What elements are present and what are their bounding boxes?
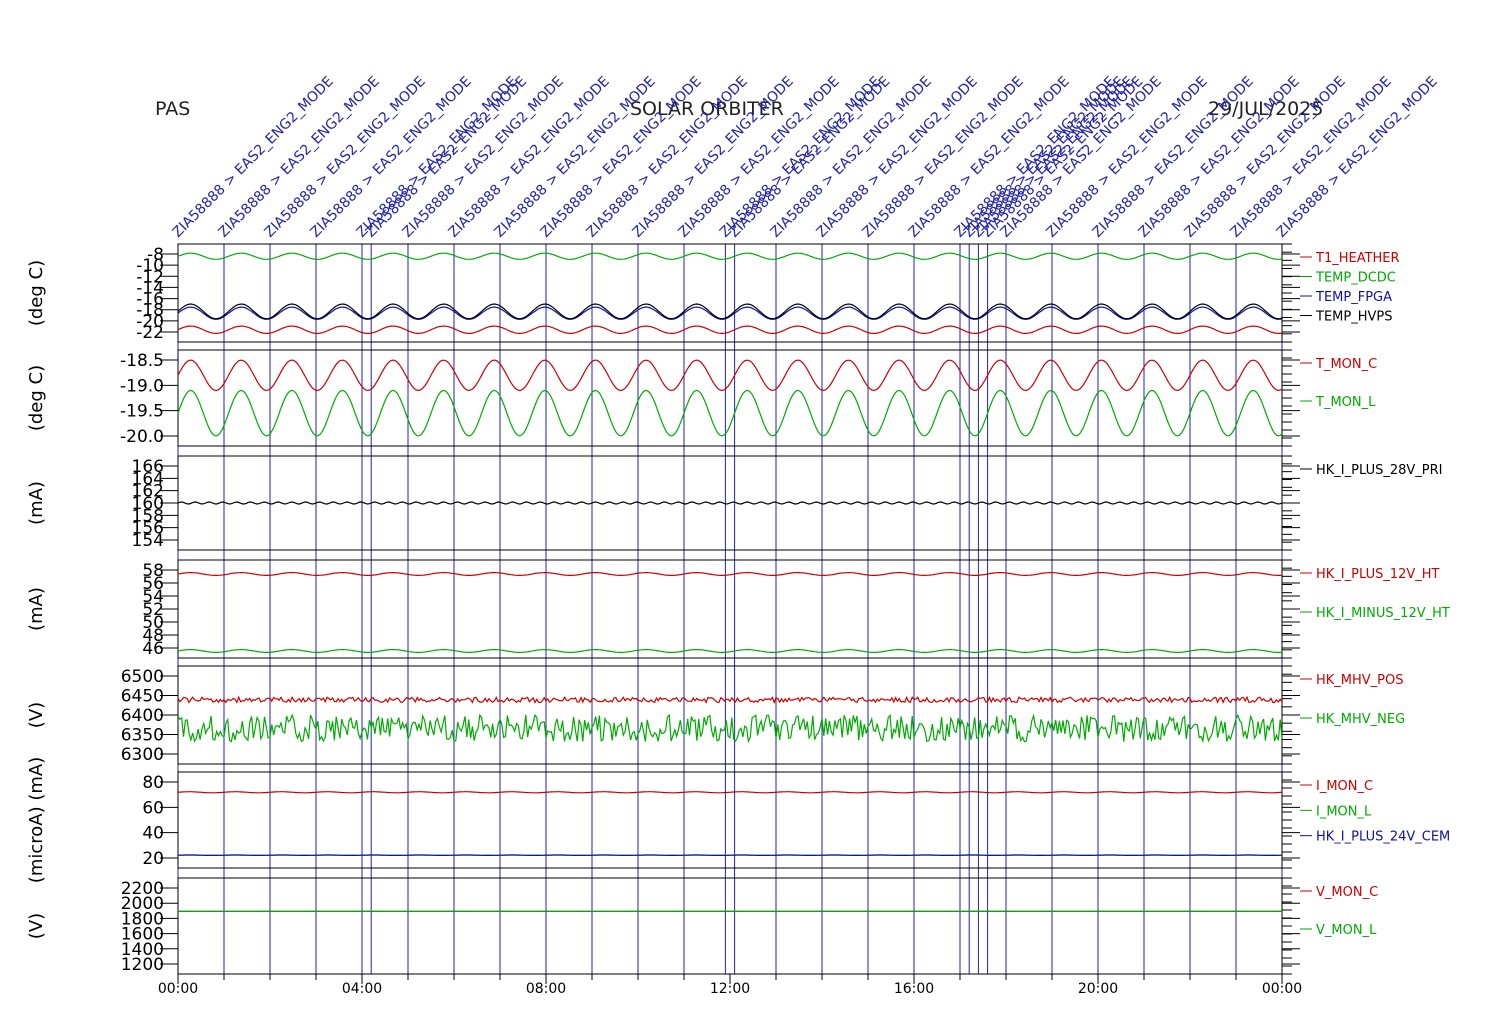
y-tick-label: 40 bbox=[142, 824, 164, 844]
y-tick-label: 20 bbox=[142, 849, 164, 869]
y-tick-label: 2000 bbox=[121, 894, 164, 914]
legend-label: HK_I_PLUS_12V_HT bbox=[1316, 567, 1440, 582]
y-tick-label: 166 bbox=[132, 457, 164, 477]
legend-label: TEMP_DCDC bbox=[1315, 271, 1396, 286]
legend-label: I_MON_C bbox=[1316, 779, 1373, 794]
y-tick-label: 6450 bbox=[121, 687, 164, 707]
legend-label: HK_I_PLUS_24V_CEM bbox=[1316, 830, 1450, 845]
y-tick-label: 6400 bbox=[121, 706, 164, 726]
series-line bbox=[177, 389, 1283, 437]
y-axis-label: (V) bbox=[26, 702, 47, 728]
y-tick-label: -19.5 bbox=[120, 402, 164, 422]
date-title: 29/JUL/2025 bbox=[1208, 98, 1324, 120]
series-line bbox=[177, 252, 1283, 260]
y-tick-label: -8 bbox=[147, 245, 164, 265]
legend-label: HK_MHV_POS bbox=[1316, 673, 1404, 688]
y-tick-label: 158 bbox=[132, 506, 164, 526]
y-tick-label: 60 bbox=[142, 798, 164, 818]
series-line bbox=[177, 501, 1283, 505]
y-tick-label: -16 bbox=[136, 290, 164, 310]
x-tick-label: 00:00 bbox=[1262, 981, 1302, 997]
y-tick-label: 46 bbox=[142, 639, 164, 659]
legend-label: HK_I_MINUS_12V_HT bbox=[1316, 606, 1450, 621]
legend-label: T_MON_L bbox=[1315, 395, 1376, 410]
legend-label: T_MON_C bbox=[1315, 357, 1377, 372]
panel-frame bbox=[177, 243, 1283, 343]
panel-frame bbox=[177, 771, 1283, 869]
legend-label: V_MON_L bbox=[1316, 923, 1377, 938]
y-tick-label: 52 bbox=[142, 600, 164, 620]
y-tick-label: 154 bbox=[132, 531, 164, 551]
y-tick-label: 164 bbox=[132, 469, 164, 489]
legend-label: HK_I_PLUS_28V_PRI bbox=[1316, 463, 1442, 478]
y-tick-label: 56 bbox=[142, 574, 164, 594]
x-tick-label: 00:00 bbox=[158, 981, 198, 997]
x-tick-label: 20:00 bbox=[1078, 981, 1118, 997]
x-tick-label: 16:00 bbox=[894, 981, 934, 997]
instrument-title: PAS bbox=[155, 98, 191, 120]
y-tick-label: -18.5 bbox=[120, 351, 164, 371]
y-axis-label: (deg C) bbox=[26, 365, 47, 431]
series-line bbox=[177, 303, 1283, 320]
series-line bbox=[177, 695, 1283, 705]
series-line bbox=[177, 649, 1283, 653]
legend-label: HK_MHV_NEG bbox=[1316, 712, 1405, 727]
y-tick-label: 54 bbox=[142, 587, 164, 607]
panel-frame bbox=[177, 349, 1283, 447]
y-tick-label: 80 bbox=[142, 773, 164, 793]
y-tick-label: -22 bbox=[136, 323, 164, 343]
y-tick-label: 1400 bbox=[121, 940, 164, 960]
series-line bbox=[177, 325, 1283, 334]
x-tick-label: 12:00 bbox=[710, 981, 750, 997]
series-line bbox=[177, 572, 1283, 576]
y-tick-label: -18 bbox=[136, 301, 164, 321]
legend-label: V_MON_C bbox=[1316, 885, 1378, 900]
y-tick-label: 48 bbox=[142, 626, 164, 646]
y-axis-label: (deg C) bbox=[26, 260, 47, 326]
series-line bbox=[177, 359, 1283, 392]
y-tick-label: 6500 bbox=[121, 667, 164, 687]
legend-label: T1_HEATHER bbox=[1315, 251, 1400, 266]
series-line bbox=[177, 791, 1283, 794]
y-tick-label: 50 bbox=[142, 613, 164, 633]
legend-label: TEMP_FPGA bbox=[1315, 290, 1392, 305]
y-tick-label: -20 bbox=[136, 312, 164, 332]
y-tick-label: 6300 bbox=[121, 745, 164, 765]
y-axis-label: (mA) bbox=[26, 587, 47, 631]
y-axis-label: (microA) (mA) bbox=[26, 757, 47, 883]
y-tick-label: 160 bbox=[132, 494, 164, 514]
panel-frame bbox=[177, 877, 1283, 975]
y-tick-label: 58 bbox=[142, 561, 164, 581]
y-tick-label: 6350 bbox=[121, 726, 164, 746]
y-tick-label: 1600 bbox=[121, 925, 164, 945]
y-axis-label: (mA) bbox=[26, 481, 47, 525]
y-axis-label: (V) bbox=[26, 913, 47, 939]
legend-label: TEMP_HVPS bbox=[1315, 310, 1392, 325]
y-tick-label: 162 bbox=[132, 482, 164, 502]
y-tick-label: -12 bbox=[136, 267, 164, 287]
legend-label: I_MON_L bbox=[1316, 804, 1372, 819]
y-tick-label: -20.0 bbox=[120, 427, 164, 447]
panel-frame bbox=[177, 665, 1283, 765]
y-tick-label: -19.0 bbox=[120, 376, 164, 396]
y-tick-label: -10 bbox=[136, 256, 164, 276]
series-line bbox=[177, 306, 1283, 320]
x-tick-label: 04:00 bbox=[342, 981, 382, 997]
event-marker-label: ZIA58888 > EAS2_ENG2_MODE bbox=[170, 74, 337, 241]
y-tick-label: 1200 bbox=[121, 955, 164, 975]
series-line bbox=[177, 713, 1283, 744]
y-tick-label: 156 bbox=[132, 519, 164, 539]
mission-title: SOLAR ORBITER bbox=[630, 98, 784, 120]
y-tick-label: 1800 bbox=[121, 909, 164, 929]
x-tick-label: 08:00 bbox=[526, 981, 566, 997]
y-tick-label: -14 bbox=[136, 278, 164, 298]
y-tick-label: 2200 bbox=[121, 879, 164, 899]
